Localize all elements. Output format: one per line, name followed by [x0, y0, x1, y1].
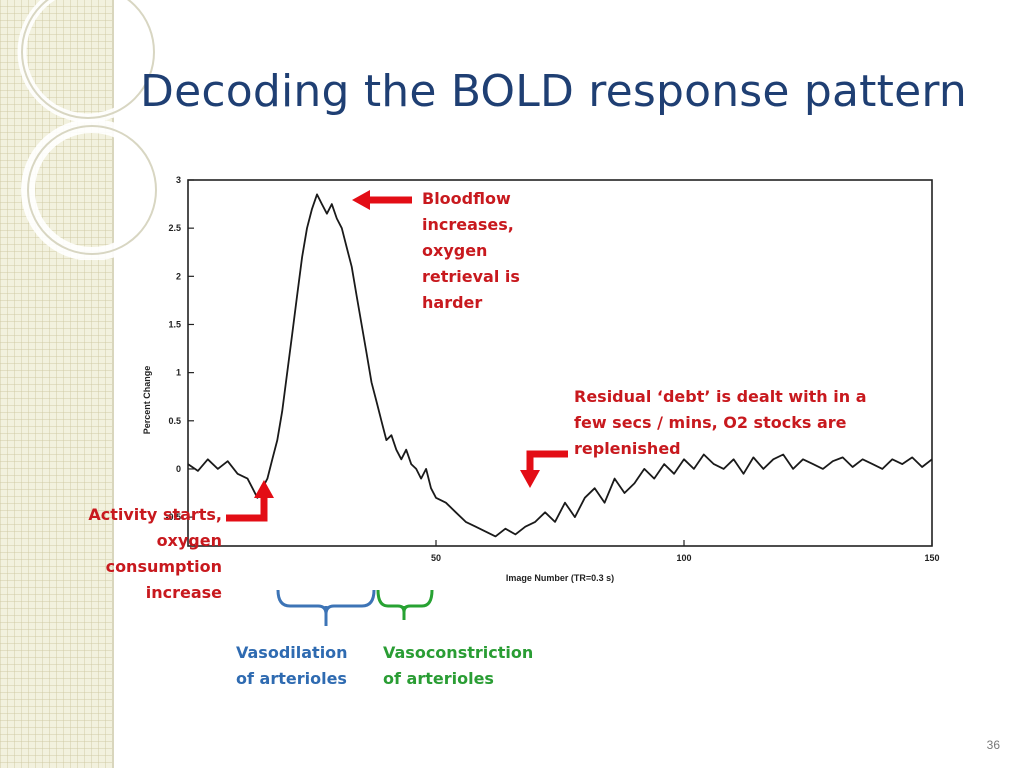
bloodflow-line-5: harder — [422, 293, 483, 312]
y-tick-label: -0.5 — [165, 512, 181, 522]
x-axis-label: Image Number (TR=0.3 s) — [506, 573, 614, 583]
peak-arrow — [352, 190, 412, 210]
vasodilation-label: Vasodilation of arterioles — [236, 640, 376, 692]
plot-frame — [187, 179, 933, 547]
slide-title: Decoding the BOLD response pattern — [140, 66, 967, 117]
y-tick-label: 2 — [176, 271, 181, 281]
activity-starts-annotation: Activity starts, oxygen consumption incr… — [30, 502, 222, 606]
side-band-divider — [112, 0, 114, 768]
vasoconstriction-line-2: of arterioles — [383, 669, 494, 688]
residual-line-1: Residual ‘debt’ is dealt with in a — [574, 387, 867, 406]
y-tick-label: 2.5 — [168, 223, 181, 233]
x-tick-label: 50 — [431, 553, 441, 563]
page-number: 36 — [986, 738, 1000, 752]
dip-arrow — [226, 480, 274, 522]
vasoconstriction-label: Vasoconstriction of arterioles — [383, 640, 573, 692]
activity-line-3: consumption — [105, 557, 222, 576]
x-tick-label: 150 — [924, 553, 939, 563]
bloodflow-line-4: retrieval is — [422, 267, 520, 286]
y-axis-label: Percent Change — [142, 366, 152, 435]
recovery-arrow — [520, 450, 568, 488]
bloodflow-line-2: increases, — [422, 215, 514, 234]
y-tick-label: 0.5 — [168, 416, 181, 426]
x-axis-ticks: 50 100 150 — [431, 540, 940, 563]
bold-response-chart: 3 2.5 2 1.5 1 0.5 0 -0.5 50 100 150 Percent Chang… — [142, 175, 940, 583]
y-axis-ticks: 3 2.5 2 1.5 1 0.5 0 -0.5 — [165, 175, 194, 522]
bloodflow-line-1: Bloodflow — [422, 189, 511, 208]
residual-debt-annotation: Residual ‘debt’ is dealt with in a few s… — [574, 384, 924, 462]
bloodflow-line-3: oxygen — [422, 241, 488, 260]
vasoconstriction-line-1: Vasoconstriction — [383, 643, 534, 662]
vasodilation-line-1: Vasodilation — [236, 643, 348, 662]
y-tick-label: 0 — [176, 464, 181, 474]
vasodilation-line-2: of arterioles — [236, 669, 347, 688]
vasodilation-brace — [276, 589, 376, 626]
decorative-circles — [17, 0, 160, 260]
bloodflow-annotation: Bloodflow increases, oxygen retrieval is… — [422, 186, 582, 316]
x-tick-label: 100 — [676, 553, 691, 563]
activity-line-2: oxygen — [156, 531, 222, 550]
bold-signal-line — [187, 193, 933, 538]
y-tick-label: 1.5 — [168, 319, 181, 329]
residual-line-2: few secs / mins, O2 stocks are — [574, 413, 847, 432]
activity-line-1: Activity starts, — [88, 505, 222, 524]
y-tick-label: 1 — [176, 368, 181, 378]
vasoconstriction-brace — [376, 589, 434, 620]
y-tick-label: 3 — [176, 175, 181, 185]
residual-line-3: replenished — [574, 439, 681, 458]
activity-line-4: increase — [145, 583, 222, 602]
